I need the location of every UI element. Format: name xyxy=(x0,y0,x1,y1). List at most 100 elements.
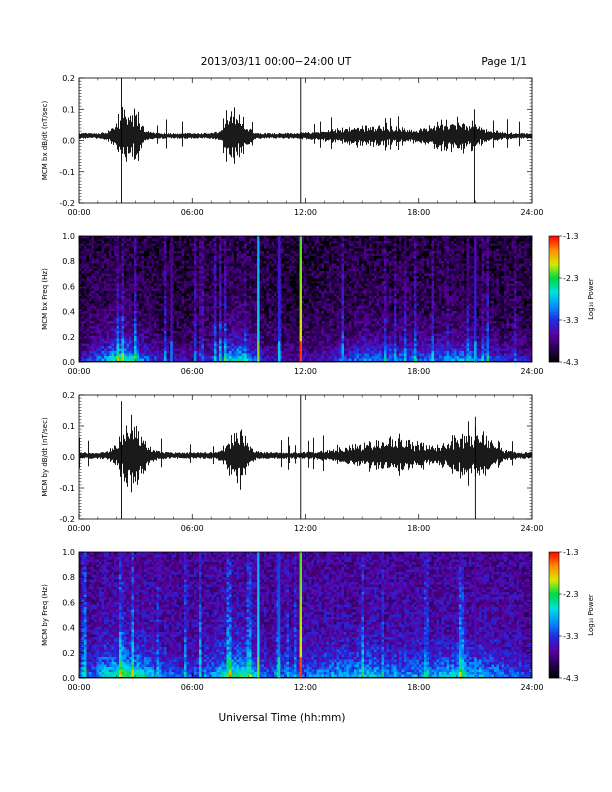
spectrogram-cell xyxy=(94,333,97,336)
spectrogram-cell xyxy=(316,358,319,361)
spectrogram-cell xyxy=(151,286,154,289)
spectrogram-cell xyxy=(101,331,104,334)
spectrogram-cell xyxy=(124,301,127,304)
spectrogram-cell xyxy=(81,278,84,281)
spectrogram-cell xyxy=(281,311,284,314)
spectrogram-cell xyxy=(104,343,107,346)
spectrogram-cell xyxy=(106,286,109,289)
spectrogram-cell xyxy=(286,291,289,294)
spectrogram-cell xyxy=(121,241,124,244)
spectrogram-cell xyxy=(244,293,247,296)
spectrogram-cell xyxy=(214,248,217,251)
spectrogram-cell xyxy=(141,346,144,349)
spectrogram-cell xyxy=(334,356,337,359)
spectrogram-cell xyxy=(314,321,317,324)
spectrogram-cell xyxy=(169,328,172,331)
spectrogram-cell xyxy=(129,281,132,284)
spectrogram-cell xyxy=(226,278,229,281)
spectrogram-cell xyxy=(151,313,154,316)
spectrogram-cell xyxy=(291,298,294,301)
spectrogram-cell xyxy=(271,281,274,284)
spectrogram-cell xyxy=(139,243,142,246)
spectrogram-cell xyxy=(106,251,109,254)
spectrogram-cell xyxy=(184,348,187,351)
spectrogram-cell xyxy=(339,273,342,276)
spectrogram-cell xyxy=(314,356,317,359)
spectrogram-cell xyxy=(94,308,97,311)
spectrogram-cell xyxy=(144,303,147,306)
spectrogram-cell xyxy=(176,343,179,346)
spectrogram-cell xyxy=(191,341,194,344)
spectrogram-cell xyxy=(354,288,357,291)
spectrogram-cell xyxy=(309,298,312,301)
spectrogram-cell xyxy=(194,263,197,266)
spectrogram-cell xyxy=(259,306,262,309)
spectrogram-cell xyxy=(144,296,147,299)
spectrogram-cell xyxy=(119,338,122,341)
spectrogram-cell xyxy=(236,266,239,269)
spectrogram-cell xyxy=(184,248,187,251)
spectrogram-cell xyxy=(191,331,194,334)
spectrogram-cell xyxy=(239,333,242,336)
spectrogram-cell xyxy=(171,326,174,329)
spectrogram-cell xyxy=(191,291,194,294)
spectrogram-cell xyxy=(114,288,117,291)
spectrogram-cell xyxy=(179,343,182,346)
spectrogram-cell xyxy=(241,358,244,361)
spectrogram-cell xyxy=(146,308,149,311)
spectrogram-cell xyxy=(249,346,252,349)
spectrogram-cell xyxy=(249,271,252,274)
spectrogram-cell xyxy=(189,336,192,339)
spectrogram-cell xyxy=(341,341,344,344)
spectrogram-cell xyxy=(259,271,262,274)
spectrogram-cell xyxy=(219,236,222,239)
spectrogram-cell xyxy=(331,321,334,324)
spectrogram-cell xyxy=(244,276,247,279)
spectrogram-cell xyxy=(111,301,114,304)
spectrogram-cell xyxy=(249,291,252,294)
spectrogram-cell xyxy=(334,246,337,249)
spectrogram-cell xyxy=(259,313,262,316)
spectrogram-cell xyxy=(326,298,329,301)
spectrogram-cell xyxy=(266,311,269,314)
spectrogram-cell xyxy=(214,341,217,344)
spectrogram-cell xyxy=(321,323,324,326)
spectrogram-cell xyxy=(291,263,294,266)
spectrogram-cell xyxy=(241,248,244,251)
spectrogram-cell xyxy=(109,263,112,266)
spectrogram-cell xyxy=(236,296,239,299)
spectrogram-cell xyxy=(139,326,142,329)
spectrogram-cell xyxy=(96,298,99,301)
spectrogram-cell xyxy=(204,336,207,339)
spectrogram-cell xyxy=(294,268,297,271)
spectrogram-cell xyxy=(294,338,297,341)
spectrogram-cell xyxy=(169,276,172,279)
spectrogram-cell xyxy=(209,256,212,259)
spectrogram-cell xyxy=(326,356,329,359)
spectrogram-cell xyxy=(331,341,334,344)
spectrogram-cell xyxy=(179,308,182,311)
spectrogram-cell xyxy=(336,356,339,359)
spectrogram-cell xyxy=(264,301,267,304)
spectrogram-cell xyxy=(329,298,332,301)
spectrogram-cell xyxy=(311,358,314,361)
spectrogram-cell xyxy=(344,238,347,241)
spectrogram-cell xyxy=(254,318,257,321)
spectrogram-cell xyxy=(316,261,319,264)
spectrogram-cell xyxy=(181,346,184,349)
spectrogram-cell xyxy=(134,326,137,329)
spectrogram-cell xyxy=(206,296,209,299)
x-tick-label: 00:00 xyxy=(67,208,90,217)
spectrogram-cell xyxy=(324,326,327,329)
spectrogram-cell xyxy=(261,301,264,304)
spectrogram-cell xyxy=(319,351,322,354)
spectrogram-cell xyxy=(319,326,322,329)
spectrogram-cell xyxy=(251,263,254,266)
spectrogram-cell xyxy=(191,281,194,284)
spectrogram-cell xyxy=(201,358,204,361)
spectrogram-cell xyxy=(351,333,354,336)
spectrogram-cell xyxy=(269,328,272,331)
spectrogram-cell xyxy=(201,348,204,351)
spectrogram-cell xyxy=(341,298,344,301)
spectrogram-cell xyxy=(349,301,352,304)
